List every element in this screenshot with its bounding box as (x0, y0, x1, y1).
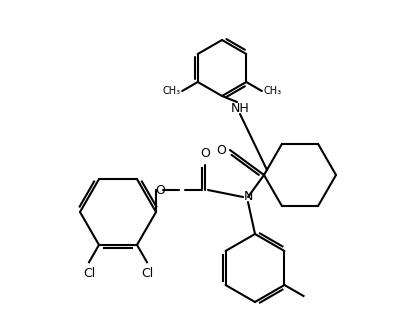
Text: O: O (216, 144, 226, 157)
Text: Cl: Cl (83, 267, 95, 280)
Text: CH₃: CH₃ (264, 86, 282, 96)
Text: Cl: Cl (141, 267, 153, 280)
Text: NH: NH (231, 101, 249, 114)
Text: O: O (155, 183, 165, 197)
Text: N: N (243, 191, 253, 203)
Text: CH₃: CH₃ (162, 86, 180, 96)
Text: O: O (200, 147, 210, 160)
